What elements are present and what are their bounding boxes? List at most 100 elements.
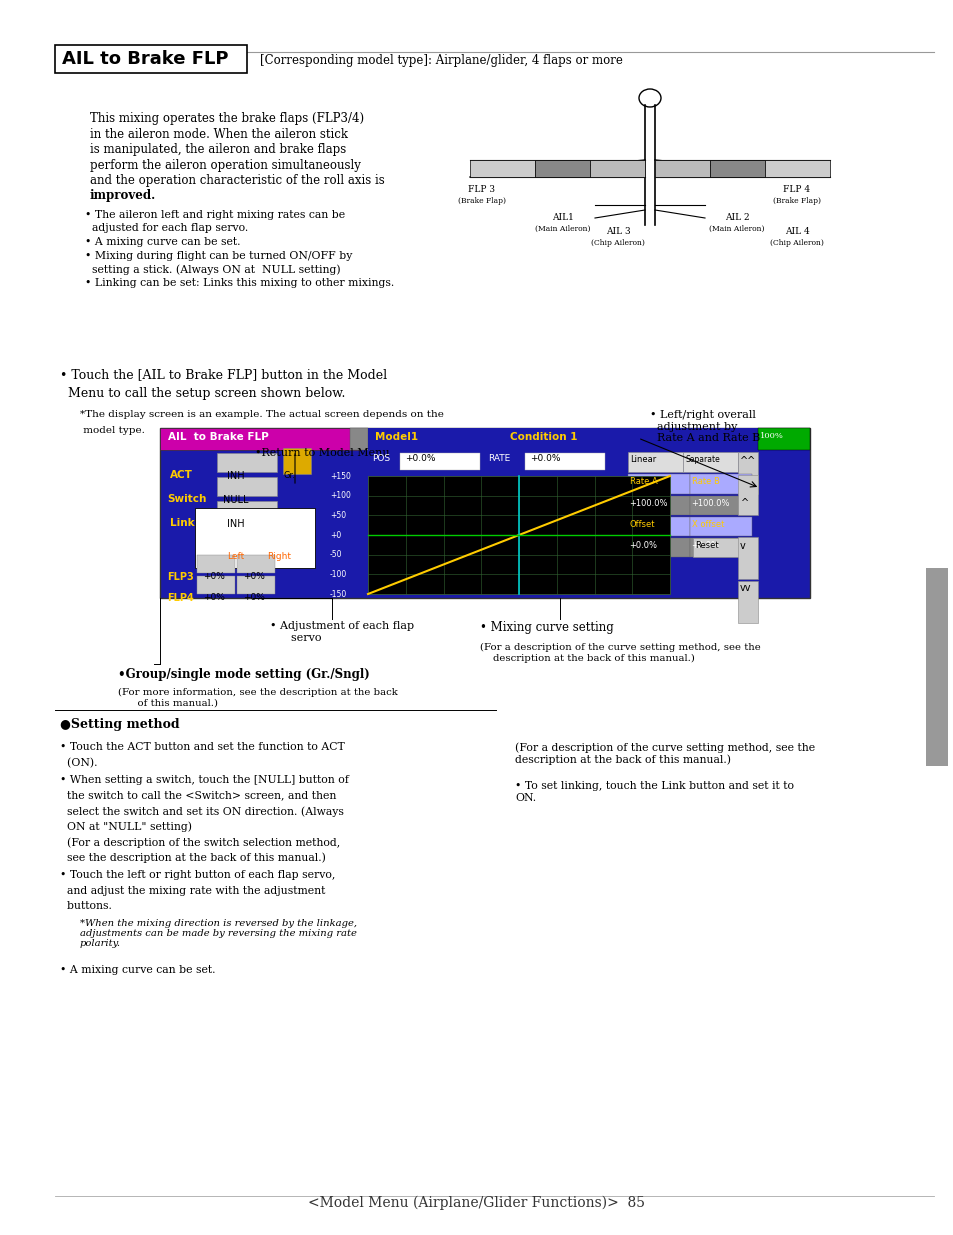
Text: • Touch the left or right button of each flap servo,: • Touch the left or right button of each…: [60, 869, 335, 881]
Text: POS: POS: [372, 454, 390, 463]
Text: Offset: Offset: [629, 520, 655, 529]
Text: Menu to call the setup screen shown below.: Menu to call the setup screen shown belo…: [60, 387, 345, 400]
Text: FLP3: FLP3: [167, 572, 193, 582]
Text: (Chip Aileron): (Chip Aileron): [769, 240, 823, 247]
Text: +0%: +0%: [243, 593, 265, 601]
Text: X offset: X offset: [691, 520, 723, 529]
Text: AIL1: AIL1: [552, 212, 574, 222]
Bar: [216, 453, 276, 472]
Bar: [160, 429, 809, 598]
Text: Link: Link: [170, 517, 194, 529]
Text: setting a stick. (Always ON at  NULL setting): setting a stick. (Always ON at NULL sett…: [85, 264, 340, 275]
Text: and adjust the mixing rate with the adjustment: and adjust the mixing rate with the adju…: [60, 885, 325, 895]
Text: • Touch the [AIL to Brake FLP] button in the Model: • Touch the [AIL to Brake FLP] button in…: [60, 368, 387, 382]
Text: •Group/single mode setting (Gr./Sngl): •Group/single mode setting (Gr./Sngl): [118, 668, 370, 680]
Text: (For a description of the curve setting method, see the
description at the back : (For a description of the curve setting …: [515, 742, 815, 764]
Text: • Linking can be set: Links this mixing to other mixings.: • Linking can be set: Links this mixing …: [85, 278, 394, 288]
Bar: [399, 453, 479, 471]
Text: <Model Menu (Airplane/Glider Functions)>  85: <Model Menu (Airplane/Glider Functions)>…: [308, 1195, 645, 1210]
Text: Linear: Linear: [629, 454, 656, 464]
Bar: [627, 474, 689, 494]
Text: -50: -50: [330, 550, 342, 559]
Text: • The aileron left and right mixing rates can be: • The aileron left and right mixing rate…: [85, 210, 345, 220]
Text: Left: Left: [227, 552, 244, 561]
Bar: [689, 517, 751, 536]
Text: (For a description of the switch selection method,: (For a description of the switch selecti…: [60, 837, 340, 847]
Bar: [283, 448, 311, 474]
Text: FLP 3: FLP 3: [468, 185, 495, 194]
Text: adjusted for each flap servo.: adjusted for each flap servo.: [85, 224, 248, 233]
Bar: [689, 474, 751, 494]
Bar: [194, 508, 314, 568]
Bar: [627, 517, 689, 536]
Text: Model1: Model1: [375, 432, 417, 442]
Bar: [368, 429, 758, 450]
Text: Switch: Switch: [167, 494, 206, 504]
Text: vv: vv: [740, 583, 751, 593]
Text: +0.0%: +0.0%: [628, 541, 657, 550]
Text: FLP 4: FLP 4: [782, 185, 810, 194]
Text: Gr.: Gr.: [284, 471, 295, 480]
Text: 100%: 100%: [760, 432, 783, 440]
Text: •Return to Model Menu: •Return to Model Menu: [254, 448, 389, 458]
Text: +100.0%: +100.0%: [690, 499, 729, 508]
Text: +0%: +0%: [243, 572, 265, 580]
Text: +0.0%: +0.0%: [530, 454, 560, 463]
Text: select the switch and set its ON direction. (Always: select the switch and set its ON directi…: [60, 806, 343, 816]
Text: [Corresponding model type]: Airplane/glider, 4 flaps or more: [Corresponding model type]: Airplane/gli…: [260, 54, 622, 67]
Text: • When setting a switch, touch the [NULL] button of: • When setting a switch, touch the [NULL…: [60, 776, 349, 785]
Text: and the operation characteristic of the roll axis is: and the operation characteristic of the …: [90, 174, 384, 186]
Text: (Brake Flap): (Brake Flap): [457, 198, 505, 205]
Bar: [196, 576, 234, 594]
Bar: [689, 538, 751, 557]
Text: +0%: +0%: [203, 593, 225, 601]
Text: +150: +150: [330, 472, 351, 480]
Text: is manipulated, the aileron and brake flaps: is manipulated, the aileron and brake fl…: [90, 143, 346, 156]
Bar: [738, 537, 758, 579]
Text: *When the mixing direction is reversed by the linkage,
adjustments can be made b: *When the mixing direction is reversed b…: [80, 919, 356, 948]
Text: Right: Right: [267, 552, 291, 561]
Bar: [350, 429, 368, 450]
Bar: [470, 161, 535, 177]
Text: AIL 2: AIL 2: [724, 212, 748, 222]
Text: (Chip Aileron): (Chip Aileron): [591, 240, 644, 247]
Bar: [738, 580, 758, 622]
Bar: [236, 555, 274, 573]
Bar: [627, 538, 689, 557]
Text: AIL  to Brake FLP: AIL to Brake FLP: [168, 432, 269, 442]
Text: INH: INH: [227, 519, 244, 529]
Text: *The display screen is an example. The actual screen depends on the: *The display screen is an example. The a…: [80, 410, 443, 419]
Bar: [689, 496, 751, 515]
Text: • Left/right overall
  adjustment by
  Rate A and Rate B: • Left/right overall adjustment by Rate …: [649, 410, 760, 443]
Text: +0.0%: +0.0%: [690, 541, 719, 550]
Bar: [692, 538, 747, 557]
Bar: [709, 161, 764, 177]
Text: model type.: model type.: [80, 426, 145, 435]
Text: v: v: [740, 541, 745, 551]
Bar: [196, 555, 234, 573]
Text: ACT: ACT: [170, 471, 193, 480]
Text: • A mixing curve can be set.: • A mixing curve can be set.: [85, 237, 240, 247]
Text: (Main Aileron): (Main Aileron): [535, 225, 590, 233]
Text: see the description at the back of this manual.): see the description at the back of this …: [60, 852, 326, 863]
Text: Condition 1: Condition 1: [510, 432, 577, 442]
Text: RATE: RATE: [488, 454, 510, 463]
Text: +0.0%: +0.0%: [405, 454, 435, 463]
Text: +100.0%: +100.0%: [628, 499, 667, 508]
Text: +0%: +0%: [203, 572, 225, 580]
Bar: [160, 429, 359, 450]
Bar: [55, 44, 247, 73]
Bar: [738, 452, 758, 494]
Bar: [764, 161, 829, 177]
Text: perform the aileron operation simultaneously: perform the aileron operation simultaneo…: [90, 158, 360, 172]
Text: -100: -100: [330, 569, 347, 579]
Text: • To set linking, touch the Link button and set it to
ON.: • To set linking, touch the Link button …: [515, 781, 793, 803]
Text: ON at "NULL" setting): ON at "NULL" setting): [60, 821, 192, 832]
Bar: [925, 568, 947, 766]
Bar: [368, 475, 669, 594]
Text: (Main Aileron): (Main Aileron): [708, 225, 764, 233]
Text: Reset: Reset: [695, 541, 718, 550]
Text: AIL to Brake FLP: AIL to Brake FLP: [62, 49, 229, 68]
Text: AIL 3: AIL 3: [605, 227, 630, 236]
Text: • Touch the ACT button and set the function to ACT: • Touch the ACT button and set the funct…: [60, 742, 344, 752]
